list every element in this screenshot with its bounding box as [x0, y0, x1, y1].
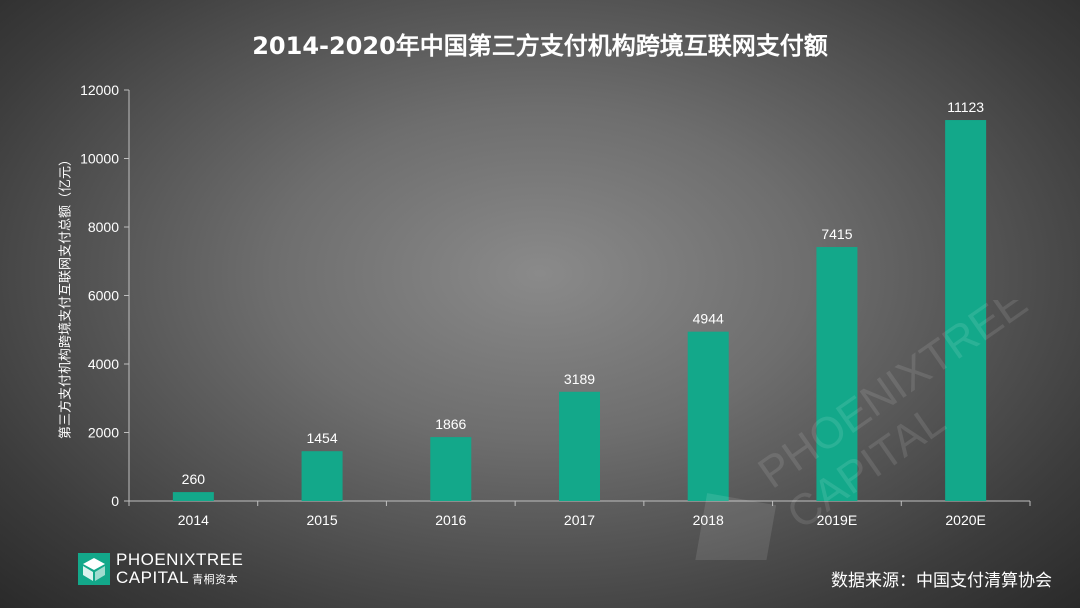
chart-title: 2014-2020年中国第三方支付机构跨境互联网支付额	[252, 32, 828, 60]
bar-value-label: 11123	[947, 99, 984, 115]
y-tick-label: 10000	[80, 151, 119, 167]
phoenixtree-logo-icon	[78, 553, 110, 585]
bar	[430, 437, 472, 501]
bar	[816, 247, 858, 501]
x-tick-label: 2016	[435, 512, 466, 528]
bar	[559, 391, 600, 501]
bar	[945, 120, 987, 502]
logo-text-capital: CAPITAL	[116, 568, 190, 587]
x-tick-label: 2014	[178, 512, 209, 528]
bar-value-label: 260	[182, 471, 206, 487]
bar-value-label: 1866	[435, 416, 466, 432]
y-tick-label: 6000	[88, 288, 119, 304]
bar-value-label: 4944	[693, 311, 724, 327]
bar	[301, 451, 343, 501]
data-source-note: 数据来源：中国支付清算协会	[831, 571, 1052, 591]
x-tick-label: 2018	[693, 512, 724, 528]
y-axis-label: 第三方支付机构跨境支付互联网支付总额（亿元）	[58, 152, 74, 440]
bar-value-label: 3189	[564, 371, 595, 387]
logo-text-line1: PHOENIXTREE	[116, 550, 244, 569]
x-tick-label: 2020E	[945, 512, 985, 528]
x-tick-label: 2019E	[817, 512, 857, 528]
bar-value-label: 7415	[821, 226, 852, 242]
y-tick-label: 0	[111, 493, 119, 509]
x-tick-label: 2015	[306, 512, 337, 528]
bar-value-label: 1454	[306, 430, 337, 446]
bar	[172, 492, 214, 501]
x-tick-label: 2017	[564, 512, 595, 528]
y-tick-label: 2000	[88, 425, 119, 441]
bar	[687, 331, 729, 501]
y-tick-label: 12000	[80, 82, 119, 98]
brand-logo: PHOENIXTREE CAPITAL 青桐资本	[78, 550, 258, 590]
logo-text-line2: CAPITAL 青桐资本	[116, 568, 238, 588]
y-tick-label: 4000	[88, 356, 119, 372]
y-tick-label: 8000	[88, 219, 119, 235]
logo-text-chinese: 青桐资本	[192, 573, 239, 586]
